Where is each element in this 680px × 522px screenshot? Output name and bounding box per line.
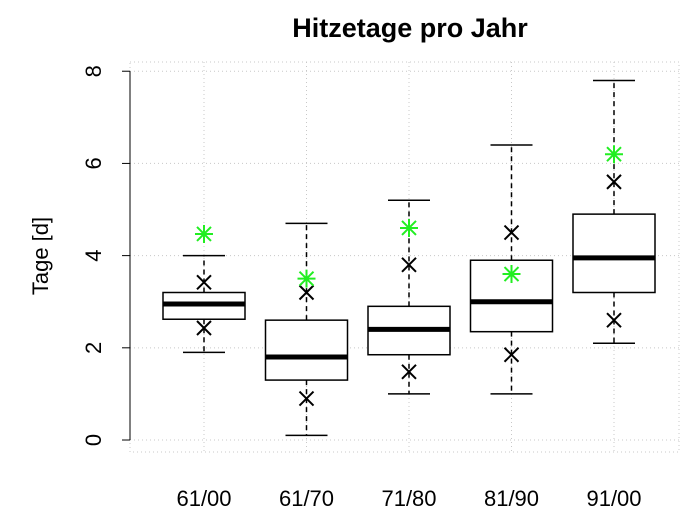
- y-axis-label: Tage [d]: [28, 217, 53, 295]
- marker: [196, 320, 212, 336]
- x-tick-label: 61/70: [279, 486, 334, 511]
- marker: [196, 274, 212, 291]
- x-tick-label: 91/00: [586, 486, 641, 511]
- marker: [297, 269, 316, 288]
- marker: [605, 145, 623, 164]
- y-tick-label: 2: [81, 342, 106, 354]
- marker: [502, 265, 521, 284]
- marker: [401, 257, 417, 273]
- marker: [606, 174, 622, 190]
- plot-frame: [129, 61, 680, 453]
- y-tick-label: 0: [81, 434, 106, 446]
- marker: [195, 224, 213, 243]
- marker: [606, 312, 622, 328]
- marker: [401, 364, 417, 380]
- y-tick-label: 4: [81, 249, 106, 261]
- box: [264, 319, 349, 381]
- marker: [298, 284, 315, 301]
- marker: [503, 347, 520, 363]
- x-tick-label: 61/00: [176, 486, 231, 511]
- y-tick-label: 6: [81, 157, 106, 169]
- x-tick-label: 71/80: [381, 486, 436, 511]
- chart-title: Hitzetage pro Jahr: [292, 13, 528, 43]
- marker: [503, 224, 520, 241]
- x-tick-label: 81/90: [484, 486, 539, 511]
- box: [572, 213, 656, 294]
- marker: [298, 390, 315, 407]
- y-tick-label: 8: [81, 65, 106, 77]
- marker: [400, 218, 418, 237]
